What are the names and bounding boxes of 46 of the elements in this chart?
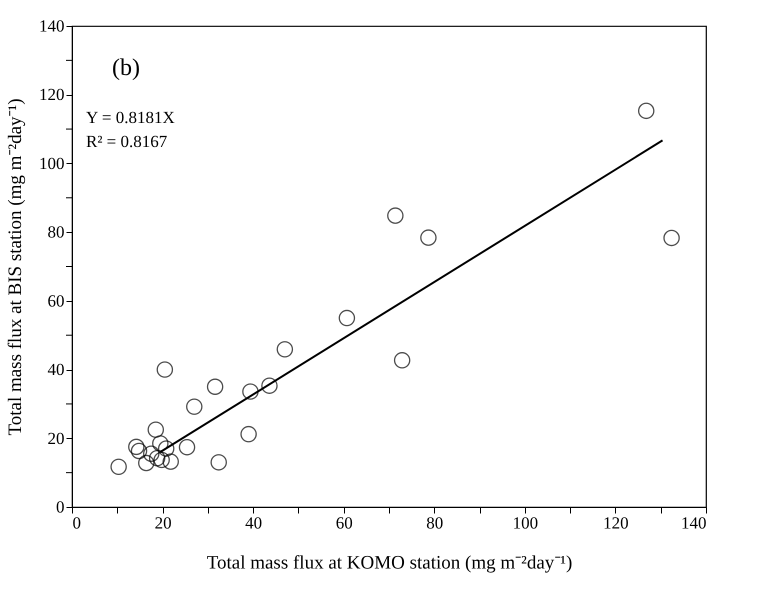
x-tick-label: 120: [603, 514, 629, 532]
point: [130, 442, 148, 460]
point: [276, 341, 294, 358]
point: [153, 452, 170, 468]
y-tick-label: 100: [39, 154, 64, 173]
x-tick-label: 100: [512, 514, 538, 532]
point: [148, 421, 164, 438]
y-tick-label: 20: [48, 428, 64, 448]
y-tick-label: 60: [48, 291, 64, 310]
y-tick-label: 80: [48, 222, 64, 242]
point: [387, 207, 404, 224]
y-tick-label: 140: [39, 16, 64, 36]
annotation: Y = 0.8181X: [86, 108, 175, 127]
y-tick-label: 40: [48, 360, 64, 380]
point: [240, 426, 257, 442]
y-tick-label: 120: [39, 85, 64, 104]
point: [138, 454, 154, 472]
point: [663, 230, 680, 246]
y-axis-title: Total mass flux at BIS station (mg m⁻²day⁻¹): [5, 98, 26, 436]
point: [110, 458, 127, 476]
point: [156, 361, 174, 378]
point: [210, 454, 227, 471]
point: [152, 435, 169, 452]
point: [162, 453, 179, 470]
x-tick-label: 140: [681, 514, 706, 532]
x-tick-label: 20: [154, 514, 172, 532]
x-tick-label: 60: [336, 514, 353, 532]
x-tick-label: 80: [426, 514, 444, 532]
point: [148, 450, 166, 466]
point: [242, 383, 259, 400]
x-tick-label: 0: [72, 514, 81, 532]
point: [128, 438, 145, 456]
point: [420, 229, 437, 246]
point: [394, 352, 410, 369]
y-tick-label: 0: [56, 498, 64, 516]
point: [206, 378, 224, 395]
annotation: R² = 0.8167: [86, 132, 168, 151]
point: [186, 398, 203, 415]
point: [261, 378, 278, 394]
x-axis-title: Total mass flux at KOMO station (mg m⁻²day⁻¹): [206, 552, 572, 574]
point: [158, 440, 174, 457]
point: [638, 102, 654, 120]
point: [338, 310, 356, 326]
point: [178, 439, 196, 456]
annotation: (b): [112, 55, 140, 81]
x-tick-label: 40: [245, 514, 262, 532]
